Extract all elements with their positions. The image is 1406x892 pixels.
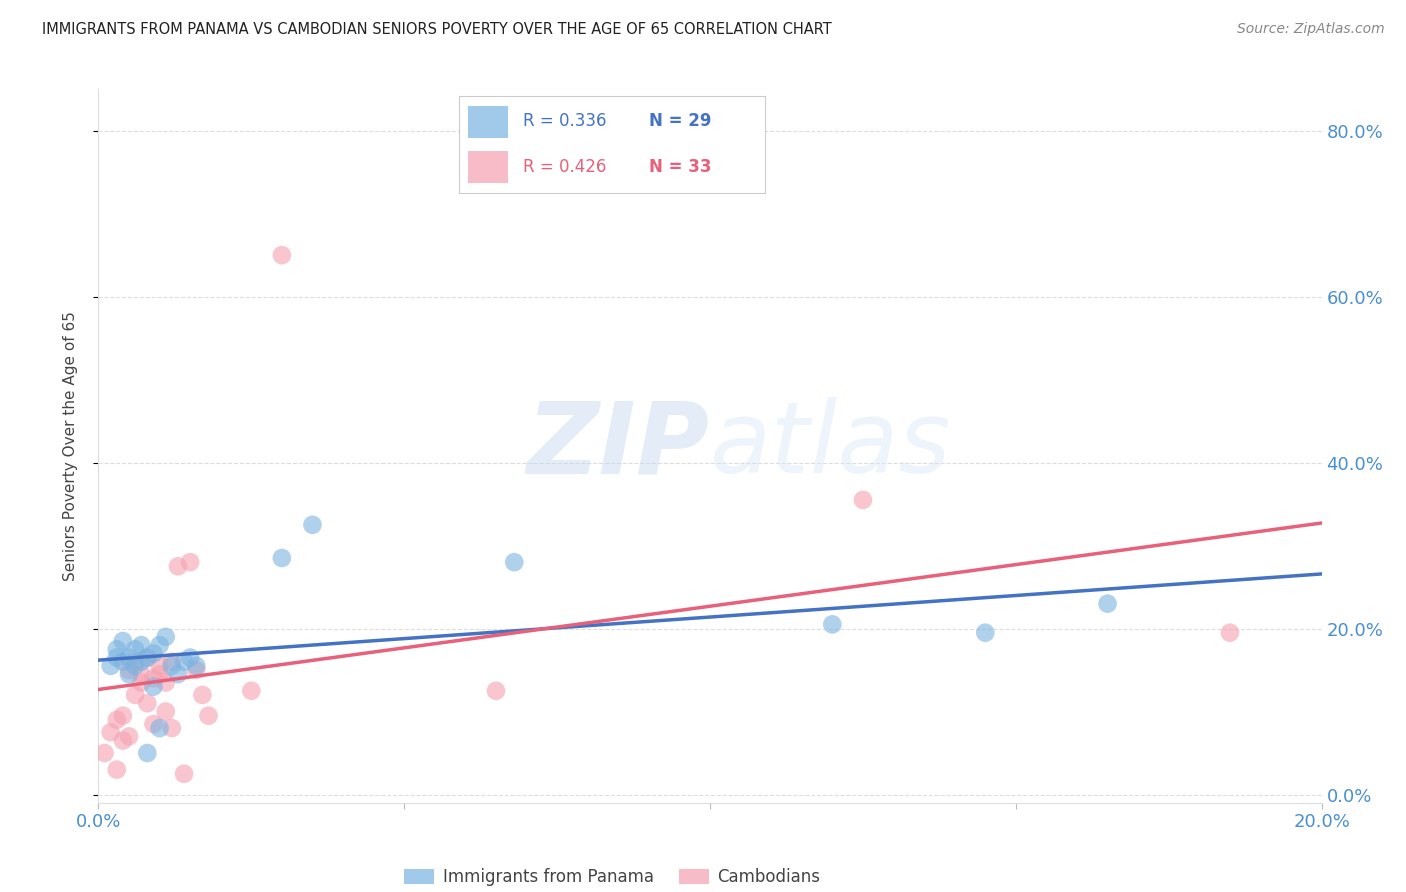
Point bbox=[155, 675, 177, 690]
Point bbox=[270, 551, 292, 566]
Point bbox=[1097, 597, 1119, 611]
Point bbox=[136, 746, 159, 760]
Point bbox=[186, 663, 208, 677]
Text: atlas: atlas bbox=[710, 398, 952, 494]
Legend: Immigrants from Panama, Cambodians: Immigrants from Panama, Cambodians bbox=[398, 861, 827, 892]
Point bbox=[179, 650, 201, 665]
Point bbox=[118, 667, 141, 681]
Point bbox=[974, 625, 997, 640]
Point bbox=[160, 659, 183, 673]
Point bbox=[136, 650, 159, 665]
Point bbox=[149, 638, 172, 652]
Point bbox=[118, 663, 141, 677]
Point bbox=[129, 675, 152, 690]
Point bbox=[118, 730, 141, 744]
Point bbox=[129, 638, 152, 652]
Point bbox=[142, 671, 165, 685]
Point bbox=[485, 683, 508, 698]
Point bbox=[197, 708, 219, 723]
Point bbox=[129, 655, 152, 669]
Point bbox=[105, 650, 128, 665]
Point bbox=[149, 659, 172, 673]
Point bbox=[179, 555, 201, 569]
Point bbox=[111, 634, 134, 648]
Point bbox=[136, 696, 159, 710]
Point bbox=[155, 630, 177, 644]
Point bbox=[149, 721, 172, 735]
Point bbox=[124, 655, 146, 669]
Point bbox=[160, 721, 183, 735]
Y-axis label: Seniors Poverty Over the Age of 65: Seniors Poverty Over the Age of 65 bbox=[63, 311, 77, 581]
Text: Source: ZipAtlas.com: Source: ZipAtlas.com bbox=[1237, 22, 1385, 37]
Point bbox=[136, 650, 159, 665]
Point bbox=[173, 655, 195, 669]
Point bbox=[118, 650, 141, 665]
Point bbox=[105, 713, 128, 727]
Point bbox=[124, 642, 146, 657]
Point bbox=[503, 555, 526, 569]
Point bbox=[93, 746, 115, 760]
Point bbox=[142, 647, 165, 661]
Point bbox=[100, 725, 122, 739]
Point bbox=[270, 248, 292, 262]
Point bbox=[173, 766, 195, 780]
Point bbox=[167, 559, 190, 574]
Text: ZIP: ZIP bbox=[527, 398, 710, 494]
Text: IMMIGRANTS FROM PANAMA VS CAMBODIAN SENIORS POVERTY OVER THE AGE OF 65 CORRELATI: IMMIGRANTS FROM PANAMA VS CAMBODIAN SENI… bbox=[42, 22, 832, 37]
Point bbox=[149, 667, 172, 681]
Point bbox=[124, 688, 146, 702]
Point bbox=[142, 680, 165, 694]
Point bbox=[191, 688, 214, 702]
Point bbox=[167, 667, 190, 681]
Point bbox=[100, 659, 122, 673]
Point bbox=[1219, 625, 1241, 640]
Point bbox=[129, 667, 152, 681]
Point bbox=[240, 683, 263, 698]
Point bbox=[852, 492, 875, 507]
Point bbox=[301, 517, 323, 532]
Point bbox=[105, 763, 128, 777]
Point bbox=[111, 733, 134, 747]
Point bbox=[111, 708, 134, 723]
Point bbox=[124, 659, 146, 673]
Point bbox=[160, 655, 183, 669]
Point bbox=[821, 617, 844, 632]
Point bbox=[155, 705, 177, 719]
Point bbox=[111, 655, 134, 669]
Point bbox=[186, 659, 208, 673]
Point bbox=[105, 642, 128, 657]
Point bbox=[142, 717, 165, 731]
